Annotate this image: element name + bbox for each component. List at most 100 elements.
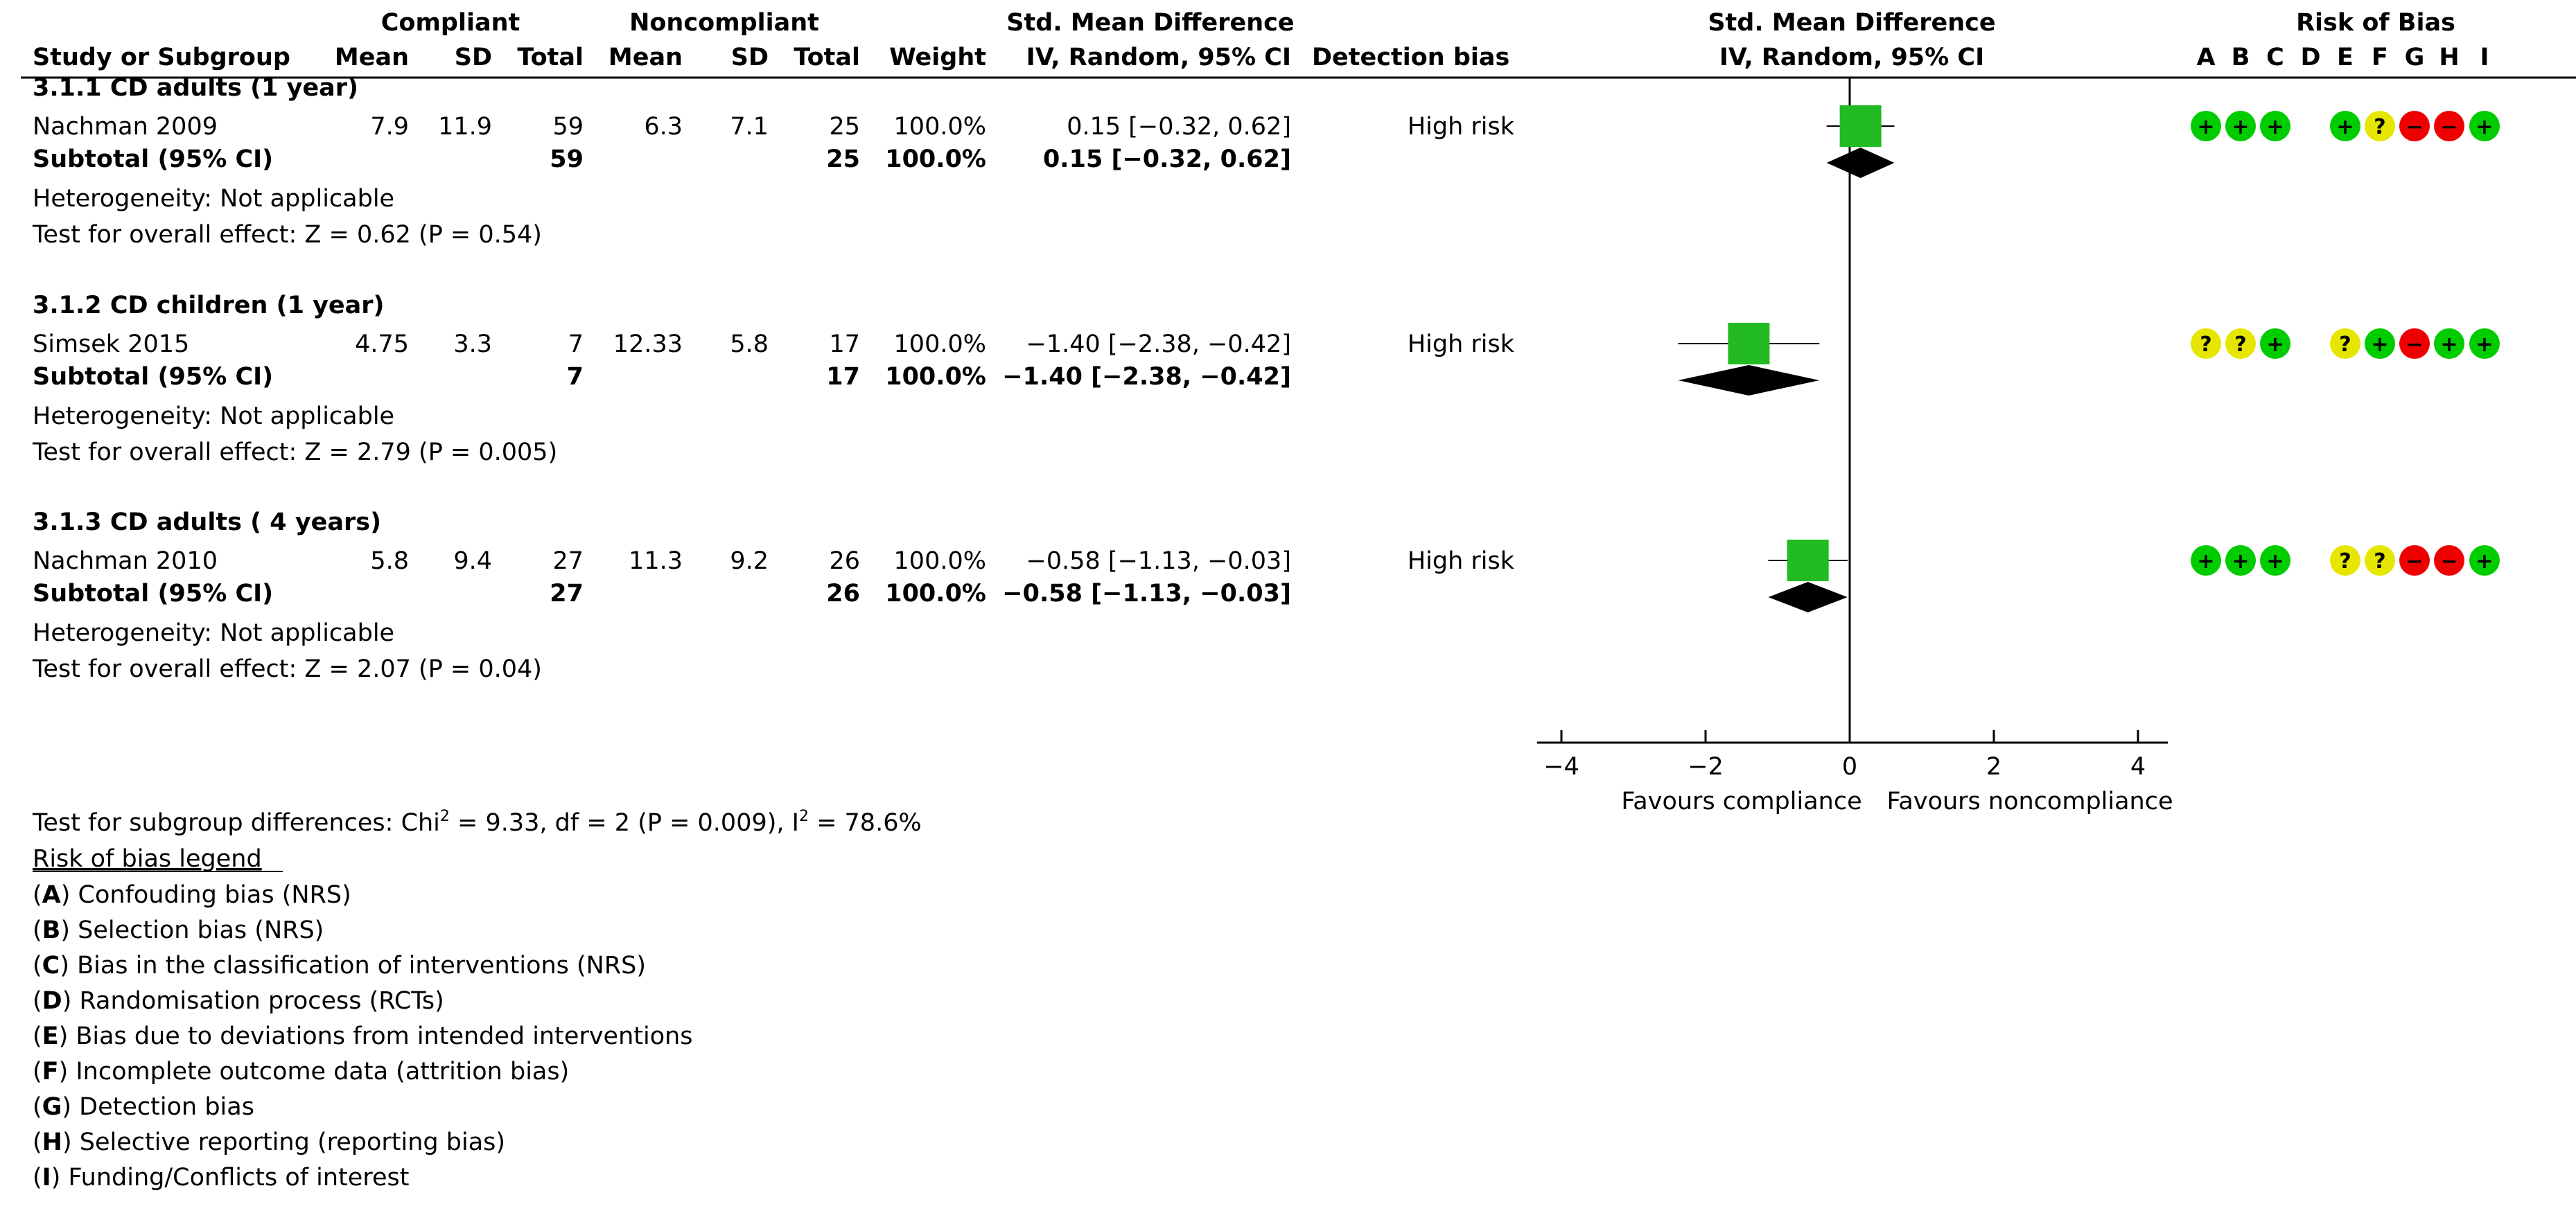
study-sd-noncompliant: 5.8: [730, 330, 769, 358]
risk-symbol: +: [2197, 115, 2214, 139]
risk-dot: [2260, 111, 2290, 141]
subtotal-total-compliant: 27: [550, 580, 584, 608]
risk-letter-d: D: [2300, 44, 2320, 71]
risk-dot: [2365, 328, 2395, 359]
risk-letter-g: G: [2405, 44, 2425, 71]
subtotal-ci: 0.15 [−0.32, 0.62]: [1043, 145, 1291, 173]
risk-dot: [2399, 545, 2430, 576]
x-tick-label: 4: [2130, 753, 2146, 781]
study-mean-compliant: 4.75: [355, 330, 409, 358]
risk-dot: [2469, 111, 2500, 141]
legend-title: Risk of bias legend: [33, 845, 262, 873]
col-plot-ci: IV, Random, 95% CI: [1719, 44, 1984, 71]
study-detection-bias: High risk: [1408, 547, 1515, 575]
risk-symbol: +: [2476, 549, 2493, 574]
subtotal-total-noncompliant: 26: [826, 580, 860, 608]
study-mean-compliant: 5.8: [370, 547, 409, 575]
study-mean-noncompliant: 6.3: [644, 113, 683, 141]
subtotal-total-noncompliant: 17: [826, 363, 860, 391]
risk-dot: [2260, 545, 2290, 576]
risk-symbol: ?: [2374, 115, 2385, 139]
legend-item: (D) Randomisation process (RCTs): [33, 987, 444, 1015]
subtotal-label: Subtotal (95% CI): [33, 580, 273, 608]
risk-symbol: −: [2406, 333, 2423, 357]
study-total-compliant: 7: [568, 330, 584, 358]
risk-letter-f: F: [2372, 44, 2388, 71]
risk-symbol: ?: [2339, 333, 2351, 357]
risk-symbol: −: [2440, 549, 2457, 574]
study-mean-compliant: 7.9: [370, 113, 409, 141]
study-weight: 100.0%: [894, 113, 986, 141]
study-total-noncompliant: 26: [829, 547, 860, 575]
subtotal-total-noncompliant: 25: [826, 145, 860, 173]
study-sd-compliant: 3.3: [453, 330, 492, 358]
col-study: Study or Subgroup: [33, 44, 290, 71]
heterogeneity-text: Heterogeneity: Not applicable: [33, 619, 394, 647]
study-sd-compliant: 9.4: [453, 547, 492, 575]
risk-dot: [2399, 328, 2430, 359]
col-total2: Total: [794, 44, 860, 71]
study-ci: 0.15 [−0.32, 0.62]: [1067, 113, 1291, 141]
study-marker: [1768, 540, 1848, 581]
legend-item: (H) Selective reporting (reporting bias): [33, 1128, 505, 1156]
subgroup-title: 3.1.2 CD children (1 year): [33, 292, 385, 319]
risk-dot: [2365, 545, 2395, 576]
header-risk-title: Risk of Bias: [2296, 9, 2455, 37]
risk-of-bias-dots: + + + +? − − +?? +? + − + ++ + +?? − − +: [2191, 111, 2500, 576]
subtotal-diamond: [1826, 148, 1895, 178]
col-sd1: SD: [455, 44, 492, 71]
risk-symbol: −: [2406, 115, 2423, 139]
subgroup-3: 3.1.3 CD adults ( 4 years) Nachman 2010 5.…: [32, 508, 1515, 683]
study-total-compliant: 27: [552, 547, 584, 575]
header-group-compliant: Compliant: [381, 9, 520, 37]
risk-dot: [2434, 545, 2464, 576]
risk-dot: [2225, 328, 2256, 359]
legend-items: (A) Confouding bias (NRS) (B) Selection b…: [33, 881, 693, 1192]
col-sd2: SD: [731, 44, 769, 71]
subgroup-1: 3.1.1 CD adults (1 year) Nachman 2009 7.9 1…: [32, 74, 1515, 249]
subgroup-2: 3.1.2 CD children (1 year) Simsek 2015 4.7…: [32, 292, 1515, 466]
risk-symbol: +: [2197, 549, 2214, 574]
risk-symbol: +: [2440, 333, 2457, 357]
risk-symbol: +: [2336, 115, 2354, 139]
study-mean-noncompliant: 12.33: [613, 330, 683, 358]
subgroup-rows: 3.1.1 CD adults (1 year) Nachman 2009 7.9 1…: [32, 74, 1515, 683]
subgroup-differences-test: Test for subgroup differences: Chi2 = 9.…: [32, 808, 922, 837]
study-marker: [1826, 105, 1895, 147]
risk-of-bias-legend: Risk of bias legend (A) Confouding bias …: [33, 845, 693, 1192]
study-sd-noncompliant: 9.2: [730, 547, 769, 575]
risk-letter-i: I: [2480, 44, 2489, 71]
study-name: Nachman 2009: [33, 113, 218, 141]
risk-symbol: ?: [2339, 549, 2351, 574]
study-total-noncompliant: 25: [829, 113, 860, 141]
header-plot-title: Std. Mean Difference: [1708, 9, 1995, 37]
study-mean-noncompliant: 11.3: [629, 547, 683, 575]
risk-dot: [2191, 111, 2221, 141]
risk-symbol: −: [2440, 115, 2457, 139]
study-sd-compliant: 11.9: [438, 113, 492, 141]
legend-item: (F) Incomplete outcome data (attrition b…: [33, 1058, 569, 1086]
study-square: [1787, 540, 1829, 581]
risk-symbol: +: [2266, 549, 2284, 574]
risk-dot: [2434, 328, 2464, 359]
overall-effect-text: Test for overall effect: Z = 2.79 (P = 0…: [32, 439, 557, 466]
subtotal-weight: 100.0%: [885, 363, 986, 391]
forest-plot-area: −4 −2 0 2 4 Favours compliance Favours noncomp…: [1537, 78, 2173, 815]
risk-symbol: +: [2371, 333, 2388, 357]
subgroup-title: 3.1.3 CD adults ( 4 years): [33, 508, 381, 536]
risk-letter-b: B: [2232, 44, 2250, 71]
header-effect: Std. Mean Difference: [1006, 9, 1294, 37]
risk-row-1: + + + +? − − +: [2191, 111, 2500, 141]
risk-dot: [2399, 111, 2430, 141]
risk-symbol: +: [2232, 549, 2249, 574]
risk-symbol: +: [2266, 115, 2284, 139]
risk-symbol: +: [2476, 333, 2493, 357]
col-detection: Detection bias: [1312, 44, 1509, 71]
risk-letter-h: H: [2439, 44, 2459, 71]
study-ci: −0.58 [−1.13, −0.03]: [1026, 547, 1291, 575]
risk-dot: [2260, 328, 2290, 359]
risk-dot: [2191, 328, 2221, 359]
risk-dot: [2365, 111, 2395, 141]
